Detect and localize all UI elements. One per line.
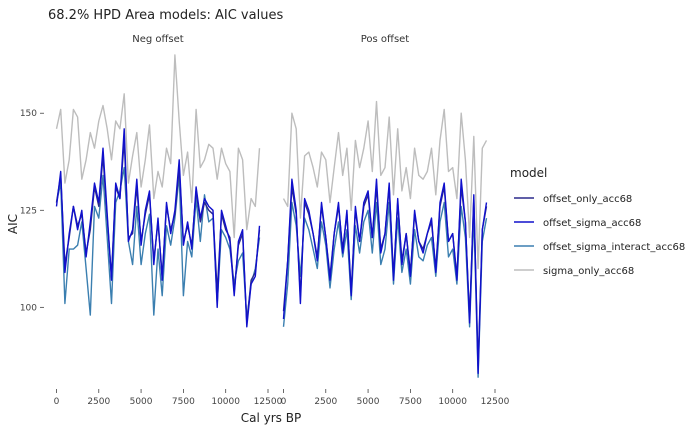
series-line-sigma-only-acc68 [55, 54, 261, 239]
legend-item: offset_sigma_acc68 [514, 218, 641, 229]
y-axis-label: AIC [6, 214, 20, 234]
y-tick-label: 100 [20, 303, 37, 313]
series-line-offset-sigma-interact-acc68 [282, 201, 488, 378]
facet-panel-2: Pos offset 0 2500 5000 7500 10000 12500 [281, 34, 510, 407]
legend: model offset_only_acc68 offset_sigma_acc6… [510, 166, 685, 277]
x-tick-label: 10000 [438, 397, 467, 407]
y-tick-label: 150 [20, 109, 37, 119]
x-tick-label: 0 [281, 397, 287, 407]
series-line-sigma-only-acc68 [282, 100, 488, 270]
legend-label: offset_only_acc68 [543, 194, 632, 205]
facet-strip-label: Neg offset [132, 34, 184, 45]
facet-strip-label: Pos offset [361, 34, 410, 45]
legend-label: offset_sigma_interact_acc68 [543, 242, 685, 253]
series-line-offset-only-acc68 [55, 139, 261, 324]
x-tick-label: 5000 [130, 397, 153, 407]
x-tick-label: 2500 [87, 397, 110, 407]
legend-item: sigma_only_acc68 [514, 266, 634, 277]
series-line-offset-sigma-acc68 [282, 178, 488, 375]
legend-label: sigma_only_acc68 [543, 266, 634, 277]
x-tick-label: 7500 [399, 397, 422, 407]
x-tick-label: 12500 [254, 397, 283, 407]
legend-items: offset_only_acc68 offset_sigma_acc68offse… [514, 194, 685, 277]
x-tick-label: 0 [54, 397, 60, 407]
facet-panels: Neg offset 0 2500 5000 7500 10000 12500 100 125 1… [20, 34, 510, 407]
facet-panel-1: Neg offset 0 2500 5000 7500 10000 12500 100 125 1… [20, 34, 283, 407]
series-line-offset-sigma-interact-acc68 [55, 166, 261, 320]
x-axis-label: Cal yrs BP [241, 411, 301, 425]
x-tick-label: 12500 [481, 397, 510, 407]
legend-label: offset_sigma_acc68 [543, 218, 641, 229]
legend-item: offset_sigma_interact_acc68 [514, 242, 685, 253]
x-tick-label: 10000 [211, 397, 240, 407]
x-tick-label: 7500 [172, 397, 195, 407]
y-tick-label: 125 [20, 206, 37, 216]
legend-item: offset_only_acc68 [514, 194, 632, 205]
chart-title: 68.2% HPD Area models: AIC values [48, 8, 283, 23]
series-line-offset-sigma-acc68 [55, 128, 261, 328]
x-tick-label: 2500 [314, 397, 337, 407]
x-tick-label: 5000 [357, 397, 380, 407]
legend-title: model [510, 166, 547, 180]
